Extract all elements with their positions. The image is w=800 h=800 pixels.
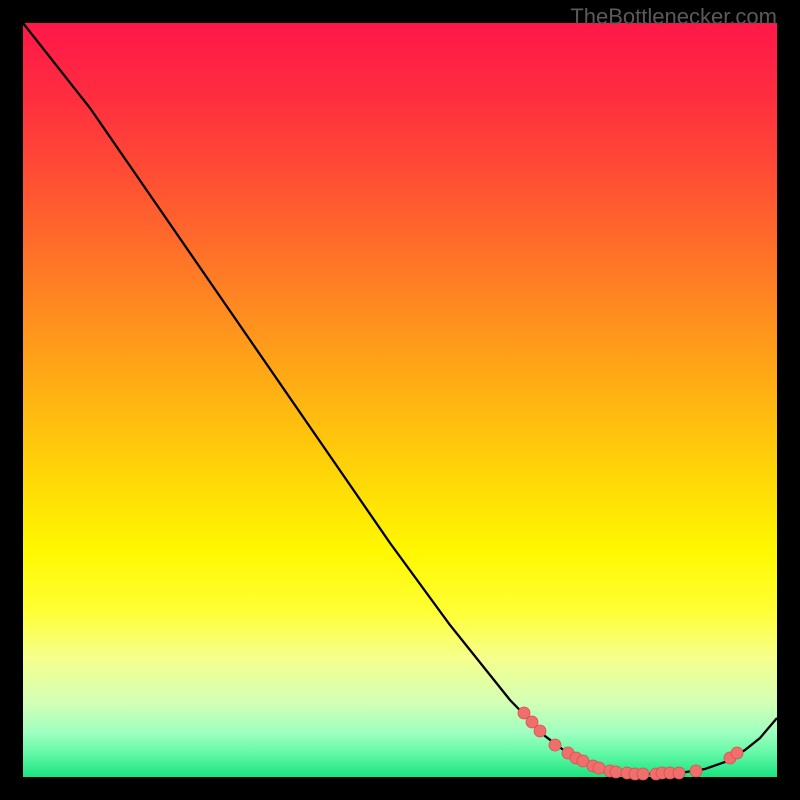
data-marker [731, 747, 743, 759]
chart-svg [0, 0, 800, 800]
data-marker [690, 765, 702, 777]
data-marker [673, 767, 685, 779]
data-marker [593, 762, 605, 774]
data-marker [637, 768, 649, 780]
attribution-text: TheBottlenecker.com [570, 4, 777, 30]
data-marker [610, 766, 622, 778]
data-marker [549, 739, 561, 751]
chart-canvas: TheBottlenecker.com [0, 0, 800, 800]
plot-background [23, 23, 777, 777]
data-marker [534, 725, 546, 737]
